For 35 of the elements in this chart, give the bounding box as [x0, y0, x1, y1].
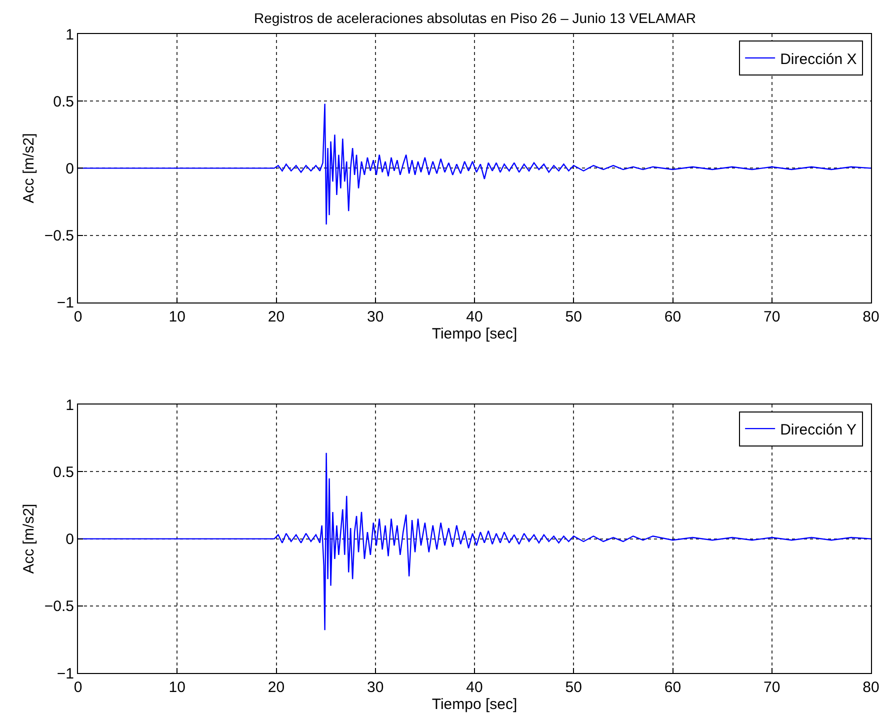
line-series	[78, 103, 871, 226]
y-axis-title: Acc [m/s2]	[20, 504, 38, 574]
x-tick-label: 40	[466, 679, 483, 696]
x-tick-label: 40	[466, 308, 483, 326]
x-tick-label: 20	[268, 308, 285, 326]
y-tick-label: −1	[56, 294, 74, 312]
x-tick-label: 30	[367, 308, 384, 326]
y-tick-label: 0.5	[53, 464, 74, 481]
y-tick-label: 0	[66, 531, 74, 548]
x-tick-label: 60	[664, 679, 682, 696]
x-tick-label: 20	[268, 679, 285, 696]
x-tick-label: 70	[764, 308, 780, 326]
y-tick-label: −0.5	[44, 598, 74, 616]
x-tick-label: 50	[565, 679, 582, 696]
legend-label: Dirección Y	[780, 421, 856, 438]
x-tick-label: 50	[565, 308, 582, 326]
x-tick-label: 60	[664, 308, 682, 326]
y-tick-label: −1	[56, 665, 74, 682]
x-tick-label: 70	[764, 679, 780, 696]
x-tick-label: 80	[862, 679, 880, 696]
y-tick-label: 1	[66, 396, 74, 414]
x-tick-label: 10	[168, 679, 186, 696]
y-tick-label: −0.5	[44, 228, 74, 245]
legend-label: Dirección X	[780, 50, 857, 68]
line-series	[78, 452, 871, 631]
x-tick-label: 10	[168, 308, 186, 326]
x-tick-label: 30	[367, 679, 384, 696]
y-tick-label: 0	[66, 160, 74, 178]
y-tick-label: 1	[66, 26, 74, 44]
x-tick-label: 80	[862, 308, 880, 326]
y-tick-label: 0.5	[53, 93, 74, 110]
x-axis-title: Tiempo [sec]	[432, 325, 518, 342]
chart-title: Registros de aceleraciones absolutas en Piso 26 – Junio 13 VELAMAR	[254, 10, 696, 26]
x-axis-title: Tiempo [sec]	[432, 696, 518, 713]
y-axis-title: Acc [m/s2]	[20, 133, 38, 204]
